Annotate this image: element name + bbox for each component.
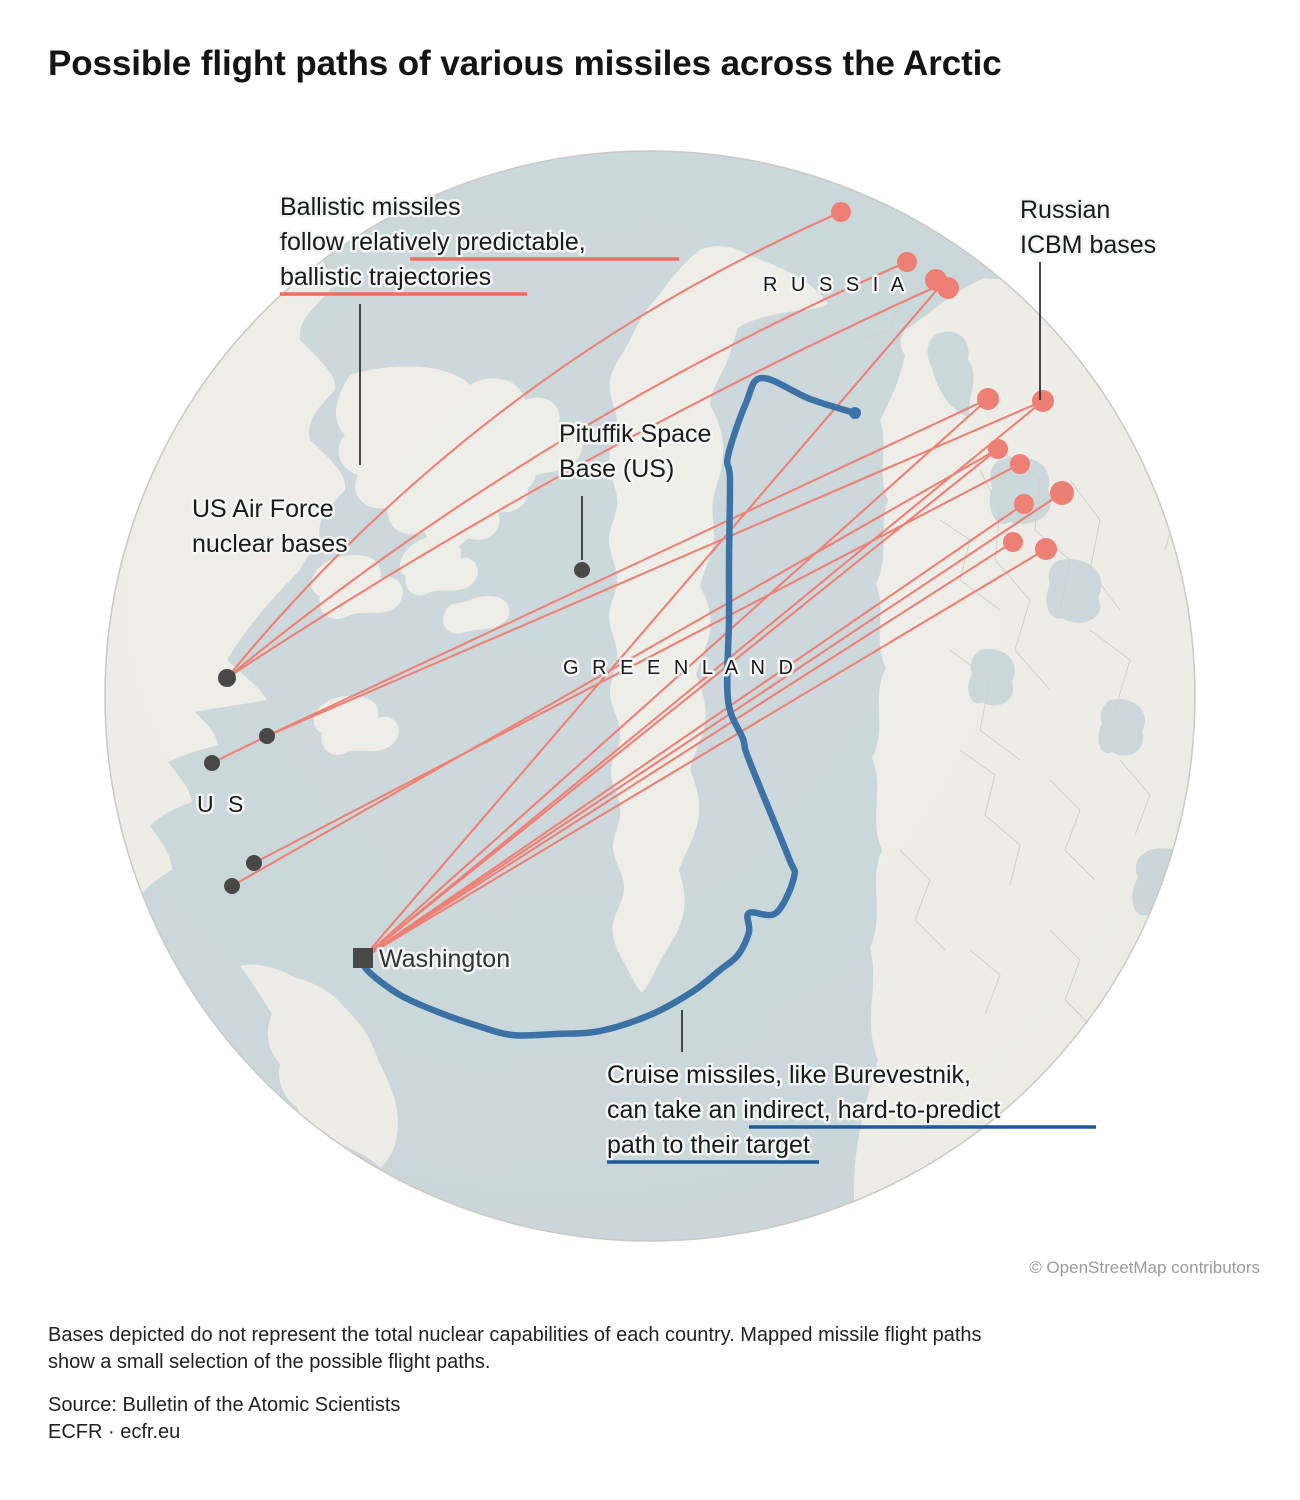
svg-text:can take an indirect, hard-to-: can take an indirect, hard-to-predict xyxy=(607,1096,1000,1124)
svg-text:G R E E N L A N D: G R E E N L A N D xyxy=(563,657,797,679)
svg-text:R U S S I A: R U S S I A xyxy=(763,274,908,296)
svg-text:follow relatively predictable,: follow relatively predictable, xyxy=(280,228,586,256)
svg-text:Pituffik Space: Pituffik Space xyxy=(559,420,711,448)
svg-text:U S: U S xyxy=(197,791,247,817)
svg-text:ballistic trajectories: ballistic trajectories xyxy=(280,263,491,291)
svg-text:Cruise missiles, like Burevest: Cruise missiles, like Burevestnik, xyxy=(607,1061,971,1089)
svg-text:Ballistic missiles: Ballistic missiles xyxy=(280,193,461,221)
svg-text:nuclear bases: nuclear bases xyxy=(192,530,348,558)
svg-text:path to their target: path to their target xyxy=(607,1131,810,1159)
svg-text:Base (US): Base (US) xyxy=(559,455,674,483)
svg-text:ICBM bases: ICBM bases xyxy=(1020,231,1156,259)
svg-text:Washington: Washington xyxy=(379,945,510,973)
svg-text:Russian: Russian xyxy=(1020,196,1110,224)
svg-text:US Air Force: US Air Force xyxy=(192,495,334,523)
